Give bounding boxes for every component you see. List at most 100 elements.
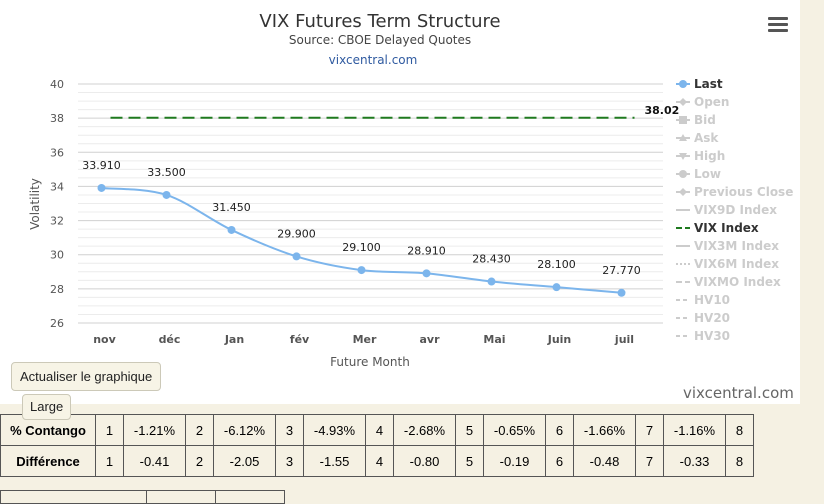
legend-label: HV10 [694, 293, 730, 307]
value-cell: -0.80 [393, 445, 456, 477]
legend-diamond-icon [679, 98, 687, 106]
legend-triangle-down-icon [679, 153, 687, 160]
legend-item[interactable]: HV10 [676, 293, 730, 307]
legend-item[interactable]: VIX Index [676, 221, 759, 235]
menu-icon-bar [768, 17, 788, 20]
value-cell: -0.65% [483, 414, 546, 446]
legend-label: HV20 [694, 311, 730, 325]
data-label: 28.100 [537, 258, 576, 271]
legend-item[interactable]: HV20 [676, 311, 730, 325]
menu-icon-bar [768, 23, 788, 26]
data-point [487, 277, 496, 286]
y-tick-labels: 26 28 30 32 34 36 38 40 [50, 78, 64, 330]
legend-label: Low [694, 167, 721, 181]
month-index-cell: 5 [455, 414, 484, 446]
y-tick-label: 26 [50, 317, 64, 330]
month-index-cell: 3 [275, 414, 304, 446]
legend-triangle-icon [679, 134, 687, 141]
value-cell: -1.16% [663, 414, 726, 446]
legend: Last Open Bid Ask High Low Previous Close VIX9D… [676, 77, 793, 343]
value-cell: -2.68% [393, 414, 456, 446]
month-index-cell: 5 [455, 445, 484, 477]
data-label: 27.770 [602, 264, 641, 277]
x-tick-label: juil [614, 333, 634, 346]
chart-credit[interactable]: vixcentral.com [683, 384, 794, 402]
value-cell: -1.55 [303, 445, 366, 477]
month-index-cell: 4 [365, 445, 394, 477]
row-header: Différence [0, 445, 96, 477]
legend-item[interactable]: Low [676, 167, 721, 181]
table-cell [215, 490, 285, 504]
legend-square-icon [679, 116, 687, 124]
month-index-cell: 6 [545, 445, 574, 477]
x-axis-label: Future Month [330, 355, 410, 369]
x-tick-label: fév [290, 333, 310, 346]
month-index-cell: 8 [725, 414, 754, 446]
chart-svg: VIX Futures Term Structure Source: CBOE … [28, 11, 793, 369]
month-index-cell: 7 [635, 414, 664, 446]
legend-label: Open [694, 95, 729, 109]
value-cell: -0.48 [573, 445, 636, 477]
x-tick-label: nov [93, 333, 116, 346]
x-tick-label: déc [159, 333, 181, 346]
large-button[interactable]: Large [22, 394, 72, 420]
stats-table: % Contango 1 -1.21% 2 -6.12% 3 -4.93% 4 -2.68% 5-… [0, 414, 754, 477]
data-point [292, 252, 301, 261]
y-tick-label: 30 [50, 249, 64, 262]
y-tick-label: 28 [50, 283, 64, 296]
legend-item[interactable]: Last [676, 77, 723, 91]
legend-item[interactable]: Previous Close [676, 185, 793, 199]
y-tick-label: 32 [50, 215, 64, 228]
legend-label: Bid [694, 113, 716, 127]
y-tick-label: 38 [50, 112, 64, 125]
y-tick-label: 36 [50, 146, 64, 159]
legend-label: Previous Close [694, 185, 793, 199]
legend-label: HV30 [694, 329, 730, 343]
data-point [162, 190, 171, 199]
value-cell: -2.05 [213, 445, 276, 477]
legend-item[interactable]: High [676, 149, 725, 163]
menu-button[interactable] [768, 17, 788, 35]
table-cell [146, 490, 216, 504]
data-label: 33.910 [82, 159, 121, 172]
chart-link[interactable]: vixcentral.com [329, 53, 418, 67]
partial-table [0, 490, 285, 504]
value-cell: -1.21% [123, 414, 186, 446]
legend-item[interactable]: HV30 [676, 329, 730, 343]
legend-circle-icon [679, 170, 687, 178]
legend-item[interactable]: Open [676, 95, 729, 109]
series-layer: 38.02 33.910 33.500 31.450 29.900 29.100 28.91… [82, 104, 679, 297]
legend-label: VIX Index [694, 221, 759, 235]
chart-title: VIX Futures Term Structure [259, 11, 500, 32]
month-index-cell: 2 [185, 414, 214, 446]
month-index-cell: 8 [725, 445, 754, 477]
month-index-cell: 6 [545, 414, 574, 446]
x-tick-label: Juin [547, 333, 572, 346]
table-cell [0, 490, 147, 504]
grid [78, 83, 663, 324]
x-tick-label: Jan [224, 333, 244, 346]
legend-label: VIXMO Index [694, 275, 781, 289]
legend-item[interactable]: VIX3M Index [676, 239, 779, 253]
legend-item[interactable]: VIX6M Index [676, 257, 779, 271]
legend-label: High [694, 149, 725, 163]
refresh-chart-button[interactable]: Actualiser le graphique [11, 362, 162, 391]
data-label: 28.910 [407, 244, 446, 257]
month-index-cell: 7 [635, 445, 664, 477]
legend-item[interactable]: Bid [676, 113, 716, 127]
y-tick-label: 34 [50, 180, 64, 193]
value-cell: -4.93% [303, 414, 366, 446]
table-row: Différence 1 -0.41 2 -2.05 3 -1.55 4 -0.80 5 -0.19… [0, 445, 754, 477]
month-index-cell: 1 [95, 445, 124, 477]
y-tick-label: 40 [50, 78, 64, 91]
chart-subtitle: Source: CBOE Delayed Quotes [289, 33, 471, 47]
legend-diamond-icon [679, 188, 687, 196]
data-point [97, 183, 106, 192]
data-label: 29.900 [277, 227, 316, 240]
legend-item[interactable]: VIXMO Index [676, 275, 781, 289]
data-point [552, 283, 561, 292]
legend-item[interactable]: Ask [676, 131, 719, 145]
legend-item[interactable]: VIX9D Index [676, 203, 777, 217]
legend-label: VIX6M Index [694, 257, 779, 271]
month-index-cell: 3 [275, 445, 304, 477]
